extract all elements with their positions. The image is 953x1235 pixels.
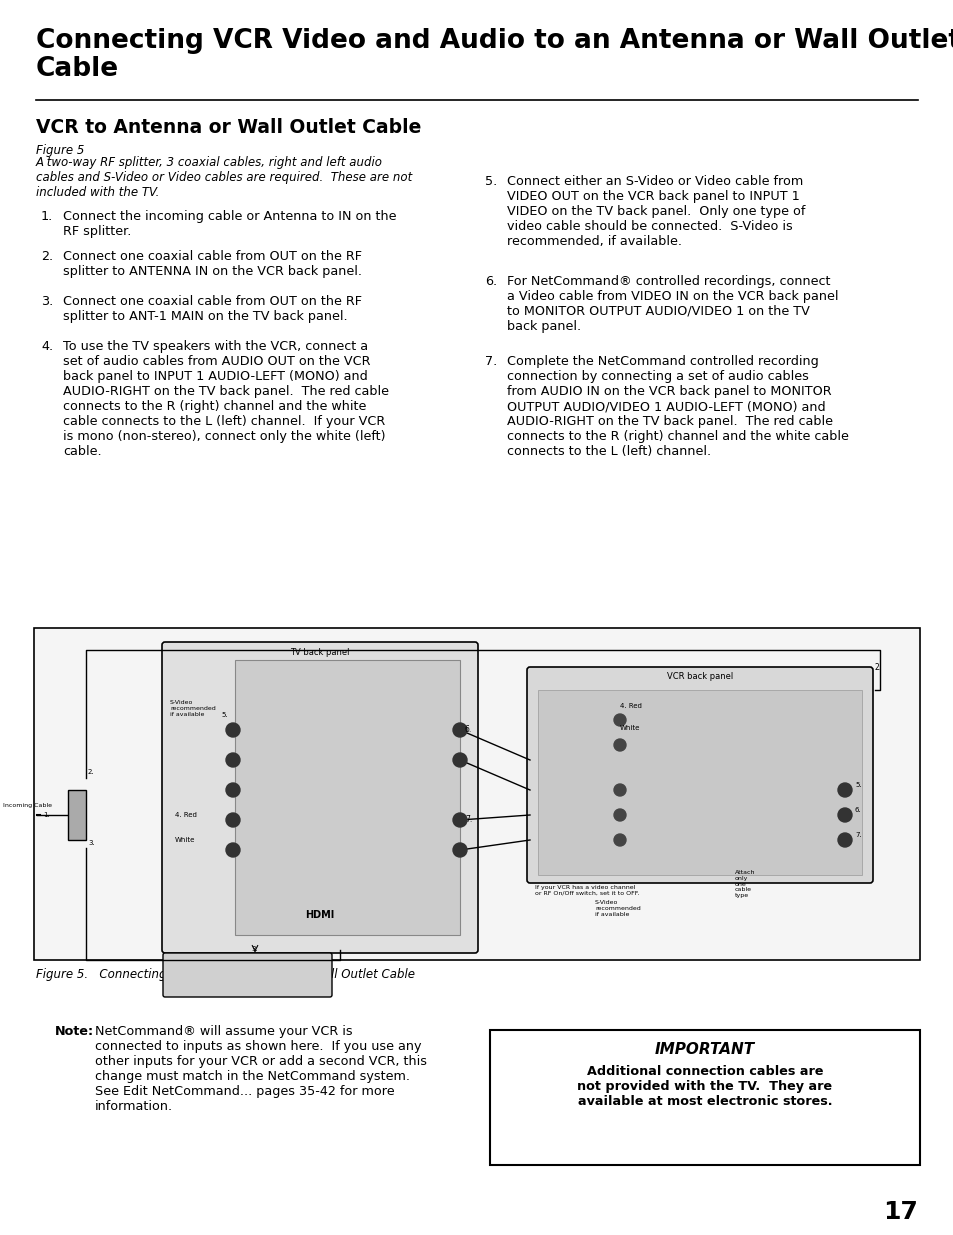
Text: 7.: 7. [854,832,861,839]
Text: Figure 5: Figure 5 [36,144,84,157]
Bar [490,1030,919,1165]
Bar [68,790,86,840]
Text: 1.: 1. [43,811,50,818]
Text: IMPORTANT: IMPORTANT [655,1042,754,1057]
Text: VCR back panel: VCR back panel [666,672,732,680]
Text: 2.: 2. [874,663,882,673]
Circle shape [226,813,240,827]
FancyBboxPatch shape [163,953,332,997]
Circle shape [837,832,851,847]
Text: A two-way RF splitter, 3 coaxial cables, right and left audio
cables and S-Video: A two-way RF splitter, 3 coaxial cables,… [36,156,412,199]
Text: VCR to Antenna or Wall Outlet Cable: VCR to Antenna or Wall Outlet Cable [36,119,421,137]
Text: Connect the incoming cable or Antenna to IN on the
RF splitter.: Connect the incoming cable or Antenna to… [63,210,396,238]
Circle shape [453,722,467,737]
Circle shape [614,809,625,821]
Circle shape [453,844,467,857]
Text: TV back panel: TV back panel [290,648,350,657]
Text: 4. Red: 4. Red [174,811,196,818]
Text: Connect one coaxial cable from OUT on the RF
splitter to ANT-1 MAIN on the TV ba: Connect one coaxial cable from OUT on th… [63,295,361,324]
Text: S-Video
recommended
if available: S-Video recommended if available [595,900,640,916]
Text: 5.: 5. [484,175,497,188]
Bar [537,690,862,876]
Text: 3.: 3. [252,946,258,952]
Circle shape [837,808,851,823]
Text: 3.: 3. [41,295,53,308]
Text: Connect either an S-Video or Video cable from
VIDEO OUT on the VCR back panel to: Connect either an S-Video or Video cable… [506,175,804,248]
Text: Attach
only
one
cable
type: Attach only one cable type [734,869,755,898]
Text: 17: 17 [882,1200,917,1224]
Text: For NetCommand® controlled recordings, connect
a Video cable from VIDEO IN on th: For NetCommand® controlled recordings, c… [506,275,838,333]
Bar [34,629,919,960]
Text: Note:: Note: [55,1025,94,1037]
Text: Cable: Cable [36,56,119,82]
Text: S-Video
recommended
if available: S-Video recommended if available [170,700,215,716]
Text: 2.: 2. [41,249,53,263]
Circle shape [614,739,625,751]
Text: 6.: 6. [464,725,472,735]
Bar [35,629,918,960]
Text: Incoming Cable: Incoming Cable [3,803,52,808]
Text: To use the TV speakers with the VCR, connect a
set of audio cables from AUDIO OU: To use the TV speakers with the VCR, con… [63,340,389,458]
Text: HDMI: HDMI [305,910,335,920]
Text: White: White [619,725,639,731]
Text: 4.: 4. [41,340,53,353]
Text: Connect one coaxial cable from OUT on the RF
splitter to ANTENNA IN on the VCR b: Connect one coaxial cable from OUT on th… [63,249,361,278]
Circle shape [226,722,240,737]
Circle shape [226,783,240,797]
Text: Figure 5.   Connecting a VCR to an Antenna or Wall Outlet Cable: Figure 5. Connecting a VCR to an Antenna… [36,968,415,981]
FancyBboxPatch shape [162,642,477,953]
Circle shape [614,834,625,846]
Text: 5.: 5. [221,713,228,718]
Text: 6.: 6. [854,806,861,813]
Text: 2.: 2. [88,769,94,776]
Circle shape [226,844,240,857]
FancyBboxPatch shape [526,667,872,883]
Circle shape [226,753,240,767]
Text: 6.: 6. [484,275,497,288]
Text: Additional connection cables are
not provided with the TV.  They are
available a: Additional connection cables are not pro… [577,1065,832,1108]
Circle shape [453,753,467,767]
Bar [234,659,459,935]
Text: Complete the NetCommand controlled recording
connection by connecting a set of a: Complete the NetCommand controlled recor… [506,354,848,458]
Text: 1.: 1. [41,210,53,224]
Text: 5.: 5. [854,782,861,788]
Text: NetCommand® will assume your VCR is
connected to inputs as shown here.  If you u: NetCommand® will assume your VCR is conn… [95,1025,427,1113]
Text: Connecting VCR Video and Audio to an Antenna or Wall Outlet: Connecting VCR Video and Audio to an Ant… [36,28,953,54]
Circle shape [453,813,467,827]
Circle shape [614,714,625,726]
Text: 4. Red: 4. Red [619,703,641,709]
Circle shape [614,784,625,797]
Text: 7.: 7. [484,354,497,368]
Text: White: White [174,837,195,844]
Text: 7.: 7. [464,815,472,825]
Text: 3.: 3. [88,840,94,846]
Circle shape [837,783,851,797]
Text: If your VCR has a video channel
or RF On/Off switch, set it to OFF.: If your VCR has a video channel or RF On… [535,885,639,895]
